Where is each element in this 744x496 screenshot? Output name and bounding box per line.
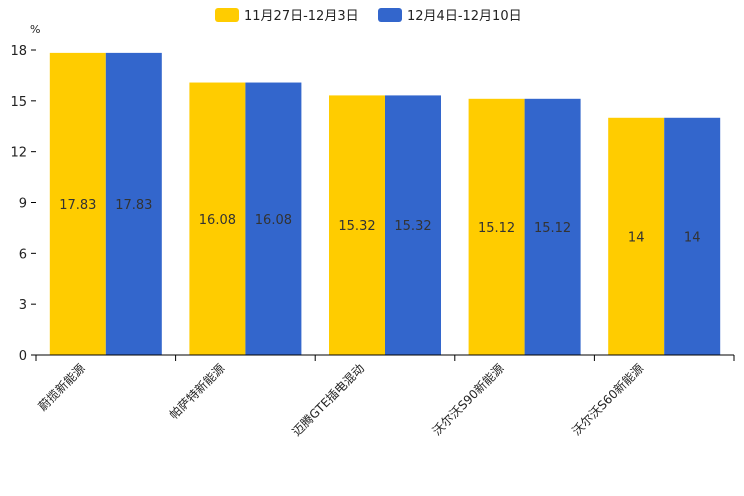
bars: 17.83 17.83 16.08 16.08 15.32 15.32 15.12 15.12…: [49, 52, 721, 356]
data-label: 16.08: [255, 213, 292, 228]
x-category-label: 蔚揽新能源: [35, 361, 88, 414]
y-tick-label: 0: [19, 349, 27, 364]
x-category-label: 沃尔沃S90新能源: [429, 361, 507, 439]
y-axis-unit: %: [30, 23, 40, 36]
bar-series-1-4: [468, 98, 525, 356]
bar-series-2-3: [385, 95, 441, 356]
data-label: 15.32: [338, 219, 375, 234]
y-tick-label: 6: [19, 247, 27, 262]
bar-series-2-1: [105, 52, 162, 355]
bar-series-1-5: [608, 117, 665, 356]
bar-series-1-1: [49, 52, 106, 355]
legend: 11月27日-12月3日 12月4日-12月10日: [215, 8, 522, 24]
y-tick-label: 9: [19, 197, 27, 212]
bar-series-2-5: [664, 117, 721, 356]
x-category-label: 帕萨特新能源: [166, 361, 228, 423]
data-label: 15.32: [394, 219, 431, 234]
legend-label-series-1: 11月27日-12月3日: [244, 9, 359, 24]
x-category-label: 迈腾GTE插电混动: [289, 361, 367, 439]
data-label: 16.08: [199, 213, 236, 228]
y-tick-label: 3: [19, 298, 27, 313]
bar-series-2-2: [245, 82, 302, 356]
data-label: 14: [628, 230, 645, 245]
data-label: 15.12: [534, 221, 571, 236]
data-label: 17.83: [115, 198, 152, 213]
y-tick-label: 18: [10, 44, 27, 59]
data-label: 15.12: [478, 221, 515, 236]
data-label: 17.83: [59, 198, 96, 213]
x-category-label: 沃尔沃S60新能源: [569, 361, 647, 439]
legend-swatch-series-1: [215, 8, 239, 22]
x-axis: 蔚揽新能源 帕萨特新能源 迈腾GTE插电混动 沃尔沃S90新能源 沃尔沃S60新能源: [35, 354, 735, 439]
bar-series-1-3: [329, 95, 385, 356]
y-axis: 0 3 6 9 12 15 18: [10, 44, 36, 364]
legend-swatch-series-2: [378, 8, 402, 22]
data-label: 14: [684, 230, 701, 245]
bar-series-2-4: [524, 98, 581, 356]
y-tick-label: 15: [10, 95, 27, 110]
legend-label-series-2: 12月4日-12月10日: [407, 9, 522, 24]
y-tick-label: 12: [10, 146, 27, 161]
bar-series-1-2: [189, 82, 246, 356]
